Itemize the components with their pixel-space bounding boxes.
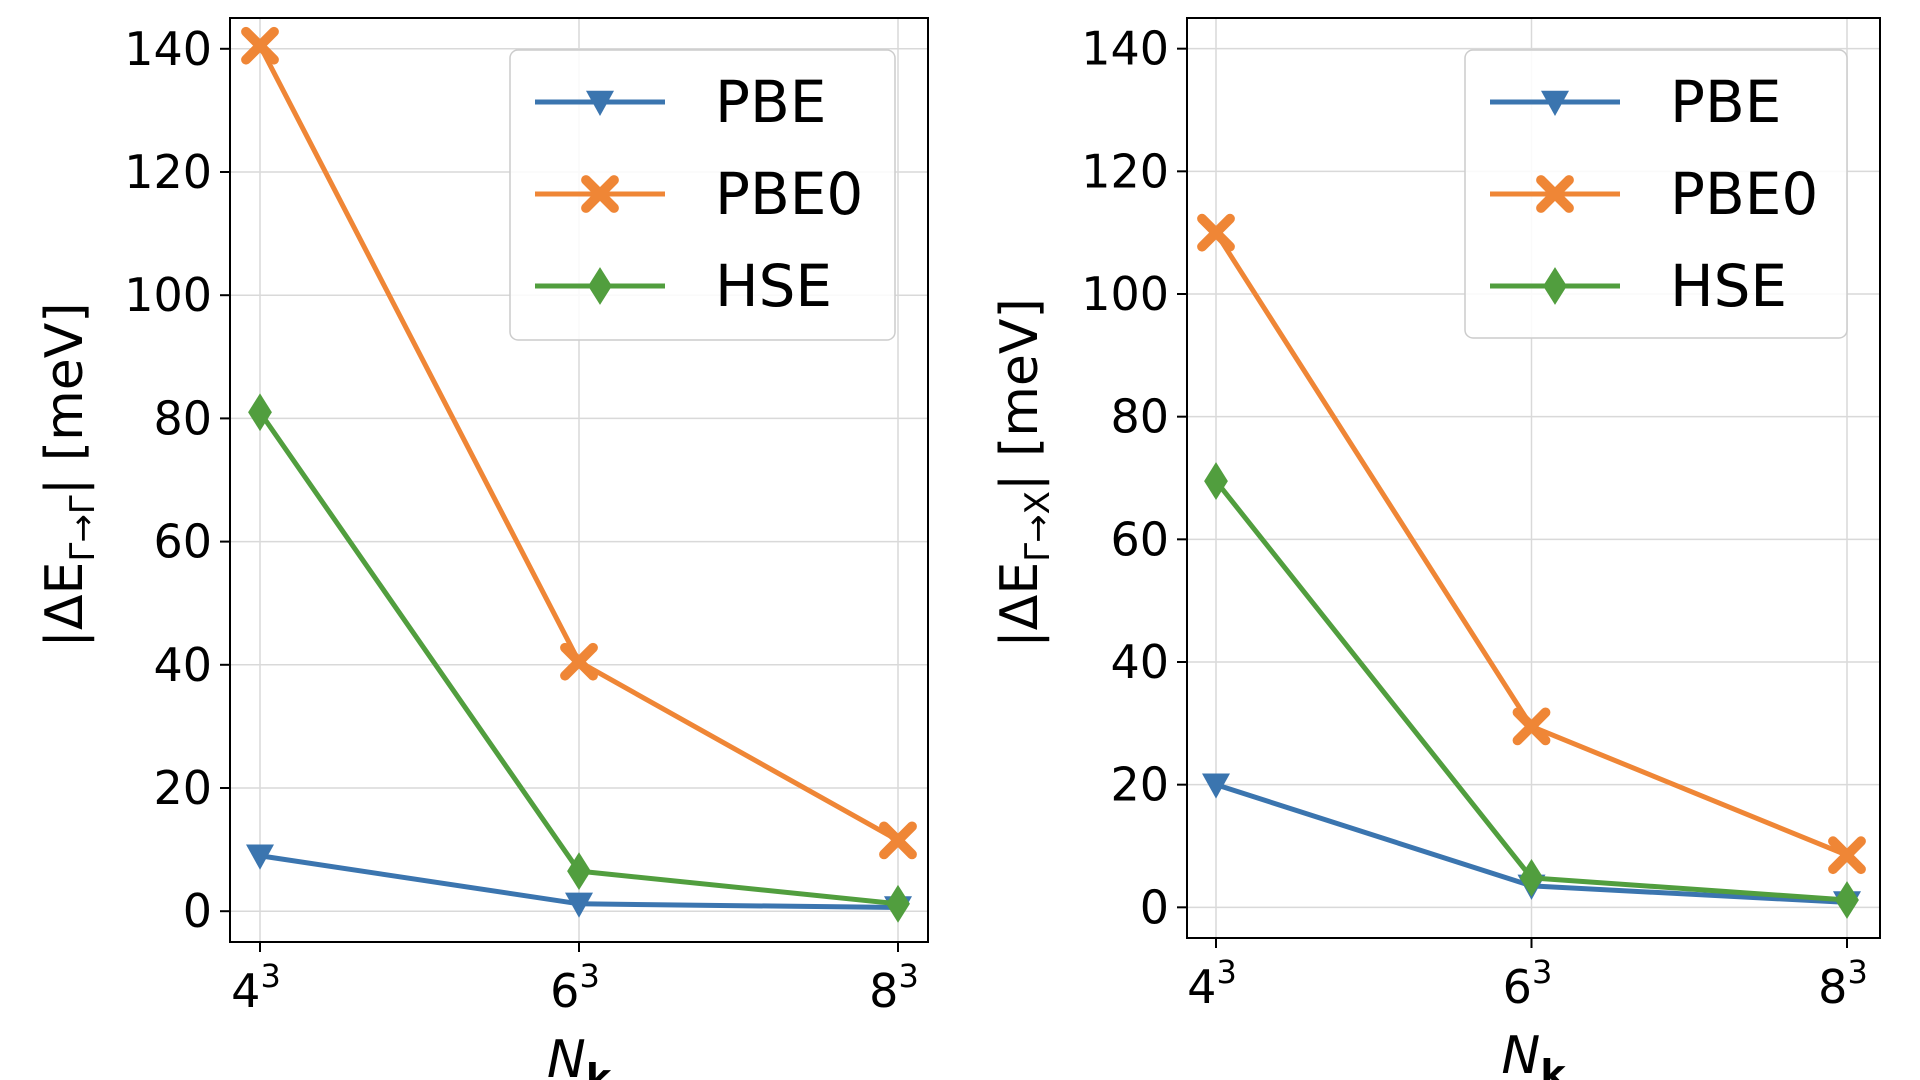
y-tick-label: 20	[153, 761, 212, 815]
legend-box	[1464, 49, 1848, 339]
data-point-hse	[1204, 462, 1228, 500]
legend-marker-hse	[588, 267, 612, 305]
x-tick-base: 8	[869, 964, 898, 1018]
x-axis-label: Nk	[1501, 1026, 1566, 1080]
x-tick-exponent: 3	[1847, 953, 1867, 991]
legend: PBE PBE0 HSE	[1464, 49, 1848, 339]
x-axis-label-sub: k	[1540, 1052, 1566, 1080]
y-axis-label: |ΔEΓ→X| [meV]	[990, 298, 1058, 648]
y-tick-label: 80	[1110, 390, 1169, 444]
legend-marker-pbe0	[581, 175, 619, 213]
data-point-pbe0	[1512, 707, 1551, 746]
legend-marker-hse	[1543, 267, 1567, 305]
y-tick-label: 100	[1081, 267, 1169, 321]
x-tick-exponent: 3	[1216, 953, 1236, 991]
legend-label-hse: HSE	[1670, 252, 1787, 320]
y-axis-label-pre: |ΔE	[35, 562, 95, 648]
y-tick-label: 140	[1081, 22, 1169, 76]
x-tick-exponent: 3	[260, 957, 280, 995]
x-tick-label: 83	[1818, 953, 1868, 1014]
y-tick-label: 140	[124, 22, 212, 76]
x-tick-label: 63	[1503, 953, 1553, 1014]
y-tick-label: 0	[183, 884, 212, 938]
x-tick-exponent: 3	[1532, 953, 1552, 991]
legend-label-pbe: PBE	[1670, 68, 1781, 136]
data-point-hse	[1835, 881, 1859, 919]
x-axis-label-sub: k	[586, 1056, 612, 1080]
x-axis-label: Nk	[547, 1030, 612, 1080]
data-point-hse	[886, 884, 910, 923]
y-axis-label-sub: Γ→X	[1018, 491, 1058, 562]
data-point-pbe0	[1197, 213, 1235, 252]
legend-label-pbe0: PBE0	[715, 160, 863, 228]
y-axis-label-post: | [meV]	[990, 298, 1050, 491]
x-axis-label-main: N	[1501, 1026, 1540, 1080]
x-tick-label: 63	[550, 957, 600, 1018]
y-tick-label: 100	[124, 268, 212, 322]
x-tick-base: 8	[1818, 960, 1847, 1014]
x-tick-exponent: 3	[579, 957, 599, 995]
legend-marker-pbe0	[1536, 175, 1574, 213]
y-axis-label-pre: |ΔE	[990, 562, 1050, 648]
y-axis-label-sub: Γ→Γ	[63, 495, 103, 561]
y-tick-label: 60	[153, 515, 212, 569]
data-point-hse	[567, 852, 591, 891]
legend: PBE PBE0 HSE	[509, 49, 896, 341]
legend-label-hse: HSE	[715, 252, 832, 320]
data-point-hse	[1519, 858, 1544, 897]
data-point-pbe	[565, 892, 593, 918]
data-point-pbe	[1202, 773, 1230, 799]
x-tick-base: 6	[1503, 960, 1532, 1014]
x-tick-label: 43	[231, 957, 281, 1018]
x-tick-label: 43	[1187, 953, 1237, 1014]
y-tick-label: 120	[1081, 144, 1169, 198]
y-tick-label: 40	[153, 638, 212, 692]
x-tick-label: 83	[869, 957, 919, 1018]
plot-frame	[1186, 17, 1881, 939]
y-tick-label: 20	[1110, 758, 1169, 812]
x-tick-exponent: 3	[898, 957, 918, 995]
x-tick-base: 6	[550, 964, 579, 1018]
x-axis-label-main: N	[547, 1030, 586, 1080]
data-point-pbe	[246, 844, 274, 870]
data-point-pbe0	[1828, 836, 1866, 875]
data-point-pbe0	[560, 642, 598, 681]
y-tick-label: 40	[1110, 635, 1169, 689]
legend-label-pbe0: PBE0	[1670, 160, 1818, 228]
legend-marker-pbe	[586, 90, 614, 116]
y-axis-label: |ΔEΓ→Γ| [meV]	[35, 302, 103, 647]
legend-label-pbe: PBE	[715, 68, 826, 136]
y-tick-label: 120	[124, 145, 212, 199]
data-point-pbe0	[241, 26, 279, 65]
legend-box	[509, 49, 896, 341]
y-tick-label: 80	[153, 391, 212, 445]
data-point-hse	[248, 393, 272, 432]
y-axis-label-post: | [meV]	[35, 302, 95, 495]
y-tick-label: 60	[1110, 512, 1169, 566]
y-tick-label: 0	[1140, 880, 1169, 934]
data-point-pbe0	[879, 821, 917, 860]
x-tick-base: 4	[231, 964, 260, 1018]
legend-marker-pbe	[1541, 90, 1569, 116]
x-tick-base: 4	[1187, 960, 1216, 1014]
